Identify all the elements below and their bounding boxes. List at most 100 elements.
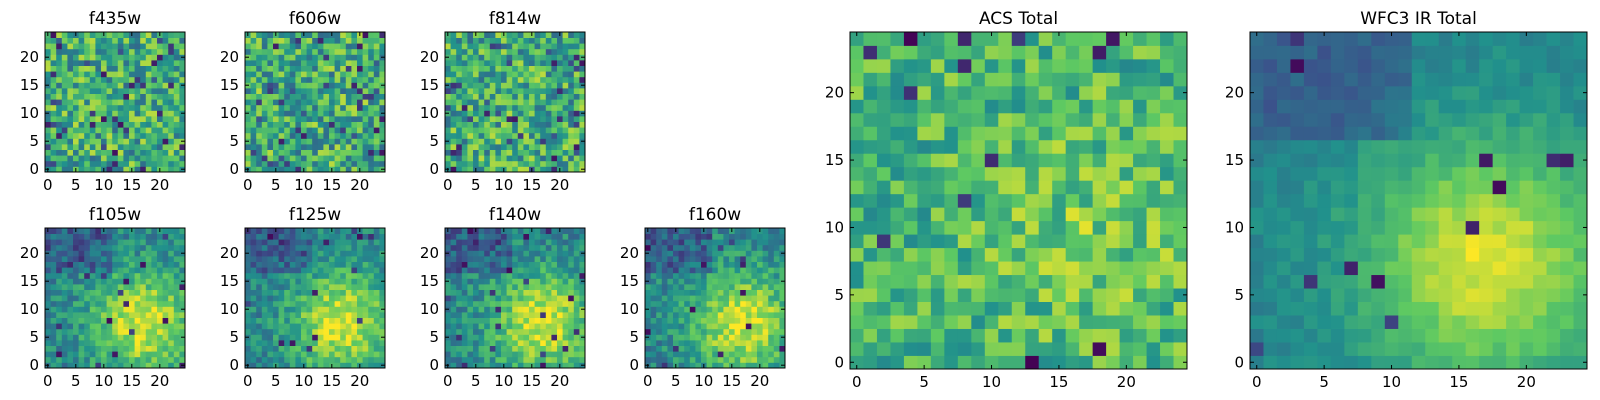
heatmap-cell xyxy=(379,60,386,66)
heatmap-cell xyxy=(445,261,451,268)
heatmap-cell xyxy=(473,233,479,240)
heatmap-cell xyxy=(289,250,296,257)
heatmap-cell xyxy=(289,289,296,296)
heatmap-cell xyxy=(1092,288,1107,302)
heatmap-cell xyxy=(123,328,130,335)
heatmap-cell xyxy=(151,127,158,134)
heatmap-cell xyxy=(461,323,468,330)
heatmap-cell xyxy=(362,54,369,61)
heatmap-cell xyxy=(357,233,363,240)
heatmap-cell xyxy=(256,93,263,100)
heatmap-cell xyxy=(78,43,85,50)
heatmap-cell xyxy=(329,295,335,302)
heatmap-cell xyxy=(357,99,363,106)
heatmap-cell xyxy=(129,356,135,363)
heatmap-cell xyxy=(334,160,341,167)
heatmap-cell xyxy=(467,351,474,358)
heatmap-cell xyxy=(740,312,747,318)
heatmap-cell xyxy=(357,110,363,117)
heatmap-cell xyxy=(278,250,285,257)
heatmap-cell xyxy=(557,82,563,89)
heatmap-cell xyxy=(134,306,141,313)
heatmap-cell xyxy=(379,323,386,330)
heatmap-cell xyxy=(45,261,51,268)
heatmap-cell xyxy=(478,256,485,262)
heatmap-cell xyxy=(661,239,668,246)
heatmap-cell xyxy=(112,104,119,111)
heatmap-cell xyxy=(757,340,763,346)
heatmap-cell xyxy=(534,267,541,274)
heatmap-cell xyxy=(712,362,719,369)
heatmap-cell xyxy=(273,345,279,352)
heatmap-cell xyxy=(84,244,91,251)
heatmap-cell xyxy=(501,306,507,313)
heatmap-cell xyxy=(84,312,91,318)
heatmap-cell xyxy=(473,144,479,150)
heatmap-cell xyxy=(484,116,491,122)
heatmap-cell xyxy=(684,284,691,290)
heatmap-cell xyxy=(106,272,113,279)
heatmap-cell xyxy=(56,351,63,358)
heatmap-cell xyxy=(712,261,719,268)
heatmap-cell xyxy=(684,362,691,369)
heatmap-cell xyxy=(379,37,386,44)
heatmap-cell xyxy=(312,323,319,330)
heatmap-cell xyxy=(312,239,319,246)
heatmap-cell xyxy=(95,104,102,111)
heatmap-cell xyxy=(140,261,147,268)
heatmap-cell xyxy=(117,37,124,44)
heatmap-cell xyxy=(876,247,891,262)
heatmap-cell xyxy=(568,328,575,335)
heatmap-cell xyxy=(489,138,496,145)
heatmap-cell xyxy=(706,228,713,234)
heatmap-cell xyxy=(61,32,68,38)
heatmap-cell xyxy=(267,328,274,335)
heatmap-cell xyxy=(145,300,152,307)
heatmap-cell xyxy=(1092,328,1107,343)
heatmap-cell xyxy=(467,110,474,117)
heatmap-cell xyxy=(373,65,380,72)
heatmap-cell xyxy=(568,116,575,122)
heatmap-cell xyxy=(95,132,102,139)
heatmap-cell xyxy=(456,295,463,302)
panel-title: f105w xyxy=(89,205,141,225)
heatmap-cell xyxy=(329,261,335,268)
heatmap-cell xyxy=(261,65,268,72)
heatmap-cell xyxy=(512,43,519,50)
heatmap-cell xyxy=(706,295,713,302)
heatmap-cell xyxy=(917,261,932,276)
heatmap-cell xyxy=(45,312,51,318)
heatmap-cell xyxy=(678,306,685,313)
heatmap-cell xyxy=(656,261,663,268)
heatmap-cell xyxy=(273,60,279,66)
heatmap-cell xyxy=(173,60,180,66)
heatmap-cell xyxy=(373,312,380,318)
heatmap-cell xyxy=(61,323,68,330)
heatmap-cell xyxy=(712,239,719,246)
heatmap-cell xyxy=(157,272,163,279)
heatmap-cell xyxy=(273,116,279,122)
x-tick-label: 0 xyxy=(443,372,453,390)
heatmap-cell xyxy=(267,233,274,240)
heatmap-cell xyxy=(540,43,547,50)
heatmap-cell xyxy=(484,250,491,257)
heatmap-cell xyxy=(340,149,347,156)
heatmap-cell xyxy=(573,138,580,145)
heatmap-cell xyxy=(450,328,457,335)
heatmap-cell xyxy=(56,93,63,100)
heatmap-cell xyxy=(456,289,463,296)
heatmap-cell xyxy=(573,76,580,83)
heatmap-cell xyxy=(745,250,752,257)
heatmap-cell xyxy=(340,121,347,128)
heatmap-cell xyxy=(534,110,541,117)
heatmap-cell xyxy=(340,362,347,369)
heatmap-cell xyxy=(489,362,496,369)
heatmap-cell xyxy=(151,261,158,268)
heatmap-cell xyxy=(863,261,878,276)
heatmap-cell xyxy=(1173,207,1188,222)
heatmap-cell xyxy=(250,317,257,324)
x-tick-label: 15 xyxy=(122,372,141,390)
heatmap-cell xyxy=(478,71,485,78)
heatmap-cell xyxy=(89,250,96,257)
